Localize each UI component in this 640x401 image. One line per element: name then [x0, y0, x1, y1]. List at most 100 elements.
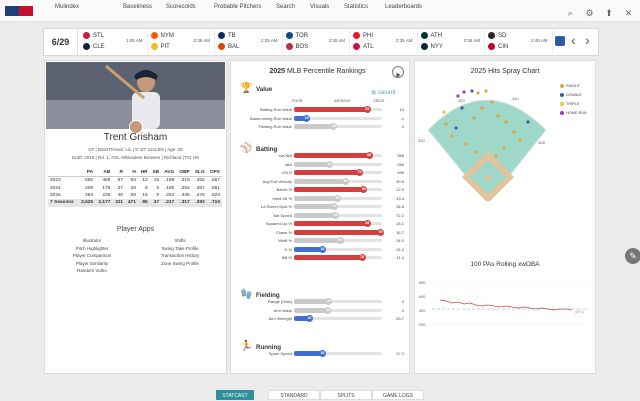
metric-bar: [294, 204, 336, 209]
player-apps-title: Player Apps: [116, 226, 155, 233]
rolling-xwoba-chart: .500 .400 .300 .200 .319 lg.: [418, 281, 588, 327]
tab-standard[interactable]: STANDARD: [268, 390, 320, 400]
metric-row[interactable]: Sprint Speed 33 27.2: [232, 350, 404, 357]
nav-item[interactable]: Scorecolds: [166, 4, 196, 10]
player-app-link[interactable]: Swing Take Profile: [161, 245, 199, 251]
metric-row[interactable]: Hard-Hit % 50 43.4: [232, 194, 404, 202]
metric-track: [294, 317, 382, 320]
nav-item[interactable]: Mulindex: [55, 4, 80, 10]
nav-item[interactable]: Baseliness: [123, 4, 153, 10]
metric-row[interactable]: Arm Strength 18 83.7: [232, 315, 404, 322]
nav-item[interactable]: Visuals: [310, 4, 330, 10]
stats-header: OPS: [206, 169, 222, 177]
metric-percentile-dot: 84: [363, 220, 371, 227]
game-time: 2:35 AM: [328, 38, 345, 43]
stats-cell: .345: [180, 192, 190, 198]
away-team: PHI: [353, 32, 373, 41]
metric-row[interactable]: xwOBA 86 .368: [232, 152, 404, 159]
player-app-link[interactable]: Zone Swing Profile: [161, 260, 199, 266]
chevron-right-icon[interactable]: ›: [585, 32, 590, 48]
hit-dot: [472, 116, 476, 120]
metric-percentile-dot: 41: [326, 160, 334, 168]
chevron-left-icon[interactable]: ‹: [571, 32, 576, 48]
scoreboard-game[interactable]: TOR BOS 2:35 AM: [283, 30, 350, 54]
game-time: 2:35 AM: [395, 38, 413, 43]
stats-cell: 2,177: [95, 199, 113, 207]
scoreboard-game[interactable]: SD CIN 2:40 AM: [485, 30, 553, 54]
play-icon[interactable]: [392, 66, 404, 78]
scoreboard-date[interactable]: 6/29: [44, 28, 78, 56]
metric-row[interactable]: Chase % 99 16.7: [232, 228, 404, 236]
search-icon[interactable]: ⌕: [567, 8, 573, 18]
hit-dot: [518, 138, 522, 142]
nav-item[interactable]: Probable Pitchers: [214, 4, 262, 10]
metric-bar: [294, 115, 308, 121]
metric-row[interactable]: Whiff % 53 24.0: [232, 237, 404, 244]
stats-cell: 9: [144, 185, 148, 191]
tab-splits[interactable]: SPLITS: [320, 390, 372, 400]
metric-bar: [294, 246, 324, 252]
metric-row[interactable]: Arm Value 39 0: [232, 306, 404, 314]
metric-bar: [294, 170, 360, 175]
player-app-link[interactable]: Random Video: [77, 268, 107, 273]
player-photo: [46, 62, 225, 129]
metric-row[interactable]: xSLG 75 .496: [232, 169, 404, 176]
stats-header: R: [112, 169, 125, 177]
player-app-link[interactable]: Player Comparison: [72, 253, 112, 258]
stats-cell: .478: [195, 192, 205, 198]
scoreboard-game[interactable]: PHI ATL 2:35 AM: [350, 30, 418, 54]
player-app-link[interactable]: Transaction History: [160, 253, 200, 258]
tab-statcast[interactable]: STATCAST: [216, 390, 254, 400]
scoreboard-game[interactable]: TB BAL 2:35 AM: [215, 30, 283, 54]
scoreboard-game[interactable]: ATH NYY 2:35 AM: [418, 30, 485, 54]
nav-item[interactable]: Leaderboards: [385, 4, 423, 10]
legend-label: TRIPLE: [566, 102, 580, 106]
spray-legend-item: TRIPLE: [560, 102, 579, 106]
metric-row[interactable]: Batting Run Value 84 13: [232, 106, 404, 113]
scoreboard-game[interactable]: STL CLE 1:05 AM: [80, 30, 148, 54]
share-icon[interactable]: ⬆: [605, 8, 613, 18]
player-name: Trent Grisham: [103, 132, 168, 143]
metric-label: xwOBA: [278, 153, 292, 158]
nav-item[interactable]: Search: [276, 4, 296, 10]
metric-row[interactable]: LA Sweet-Spot % 47 34.6: [232, 203, 404, 210]
stats-cell: 209: [85, 185, 94, 191]
player-app-link[interactable]: Shifts: [174, 238, 186, 243]
spray-legend-item: DOUBLE: [560, 93, 582, 97]
player-app-link[interactable]: Player Similarity: [75, 260, 109, 266]
scoreboard-game[interactable]: NYM PIT 2:35 AM: [148, 30, 215, 54]
stats-header: PA: [77, 169, 96, 177]
metric-row[interactable]: BB % 78 11.4: [232, 254, 405, 261]
metric-row[interactable]: Bat Speed 48 72.2: [232, 211, 404, 219]
player-app-link[interactable]: Pitch Highlighter: [75, 245, 109, 251]
metric-row[interactable]: Barrel % 80 12.5: [232, 186, 404, 193]
metric-row[interactable]: K % 33 24.4: [232, 245, 404, 253]
metric-row[interactable]: Avg Exit Velocity 59 90.6: [232, 177, 404, 185]
metric-percentile-dot: 84: [363, 106, 371, 113]
home-team: NYY: [420, 43, 443, 52]
stats-cell: .190: [164, 185, 175, 191]
metric-bar: [294, 307, 329, 313]
close-icon[interactable]: ✕: [624, 8, 633, 18]
tab-game-logs[interactable]: GAME LOGS: [372, 390, 424, 400]
game-time: 2:35 AM: [260, 38, 278, 43]
hit-dot: [464, 142, 468, 146]
edit-icon[interactable]: ✎: [625, 248, 640, 264]
metric-percentile-dot: 33: [319, 350, 327, 357]
nav-item[interactable]: Statistics: [344, 4, 369, 10]
metric-bar: [294, 195, 338, 201]
metric-row[interactable]: Fielding Run Value 46 0: [232, 123, 404, 130]
stats-header: OBP: [176, 169, 192, 177]
metric-value: 11.4: [396, 255, 405, 260]
metric-label: Chase %: [275, 229, 292, 235]
player-app-link[interactable]: Illustrator: [82, 238, 102, 243]
metric-row[interactable]: xBA 41 .256: [232, 160, 404, 168]
metric-row[interactable]: Squared-Up % 84 28.1: [232, 220, 404, 227]
settings-icon[interactable]: ⚙: [585, 8, 594, 18]
metric-row[interactable]: Range (OAA) 40 0: [232, 298, 404, 305]
game-icon[interactable]: [555, 36, 565, 46]
stats-cell: 176: [102, 185, 111, 191]
metric-track: [294, 247, 382, 251]
metric-row[interactable]: Baserunning Run Value 15 -1: [232, 114, 404, 122]
mlb-logo-icon[interactable]: [5, 4, 33, 18]
